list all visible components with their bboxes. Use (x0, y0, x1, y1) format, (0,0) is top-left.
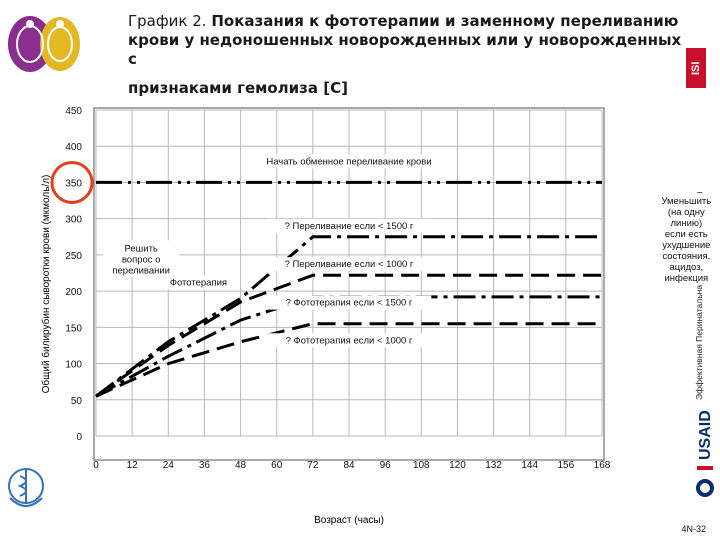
annotation-bg (651, 193, 720, 286)
x-tick-label: 156 (558, 460, 575, 471)
x-tick-label: 24 (163, 460, 175, 471)
x-tick-label: 36 (199, 460, 211, 471)
annotation-bg (249, 154, 449, 169)
x-tick-label: 108 (413, 460, 430, 471)
x-tick-label: 84 (343, 460, 355, 471)
title-prefix: График 2. (128, 12, 207, 30)
x-tick-label: 60 (271, 460, 283, 471)
usaid-logo: USAID (696, 410, 714, 497)
annotation-bg (162, 275, 235, 290)
y-tick-labels: 0 50 100 150 200 250 300 350 400 450 (65, 106, 82, 443)
annotation-label: Начать обменное переливание крови (266, 156, 431, 167)
y-tick-label: 250 (65, 251, 82, 262)
x-tick-label: 12 (127, 460, 139, 471)
annotation-label: (на одну (668, 207, 705, 218)
annotations: Начать обменное переливание крови ? Перел… (103, 154, 720, 348)
page-number: 4N-32 (681, 524, 706, 534)
series-line (95, 273, 602, 398)
x-tick-label: 72 (307, 460, 319, 471)
annotation-label: ? Фототерапия если < 1000 г (286, 335, 413, 346)
y-tick-label: 100 (65, 360, 82, 371)
annotation-label: ? Фототерапия если < 1500 г (286, 298, 413, 309)
x-tick-label: 48 (235, 460, 247, 471)
x-axis-label: Возраст (часы) (314, 515, 384, 526)
y-axis-label: Общий билирубин сыворотки крови (мкмоль/… (40, 175, 52, 394)
y-tick-label: 0 (76, 432, 82, 443)
title-line-3: признаками гемолиза [С] (128, 79, 348, 97)
x-tick-label: 120 (449, 460, 466, 471)
usaid-logo-text: USAID (697, 410, 714, 460)
annotation-label: ? Переливание если < 1000 г (285, 259, 414, 270)
annotation-bg (103, 240, 180, 278)
series-line (95, 322, 602, 398)
organization-logo (4, 4, 84, 76)
title-line-1: Показания к фототерапии и заменному пере… (211, 12, 679, 30)
annotation-bg (266, 333, 432, 348)
y-tick-label: 150 (65, 323, 82, 334)
annotation-label: линию) (670, 218, 702, 229)
annotation-label: инфекция (664, 273, 708, 284)
annotation-bg (266, 218, 432, 233)
annotation-label: вопрос о (122, 254, 161, 265)
y-tick-label: 50 (71, 396, 83, 407)
annotation-bg (266, 257, 432, 272)
highlight-circle (50, 160, 94, 204)
title-line-2: крови у недоношенных новорожденных или у… (128, 31, 682, 68)
y-tick-label: 450 (65, 106, 82, 117)
annotation-label: если есть (665, 229, 708, 240)
annotation-label: ? Переливание если < 1500 г (285, 221, 414, 232)
x-tick-labels: 0 12 24 36 48 60 72 84 96 108 120 132 144 156 168 (93, 460, 611, 471)
y-tick-label: 350 (65, 178, 82, 189)
y-tick-label: 300 (65, 215, 82, 226)
annotation-label: ацидоз, (669, 262, 703, 273)
annotation-bg (266, 295, 432, 310)
annotation-label: состояния, (662, 251, 710, 262)
annotation-label: Фототерапия (170, 277, 227, 288)
annotation-label: ухудшение (662, 240, 710, 251)
x-tick-label: 0 (93, 460, 99, 471)
y-tick-label: 400 (65, 142, 82, 153)
annotation-label: Уменьшить (661, 196, 711, 207)
y-tick-label: 200 (65, 287, 82, 298)
slide-title: График 2. Показания к фототерапии и заме… (128, 12, 688, 98)
x-tick-label: 168 (594, 460, 611, 471)
annotation-label: Решить (124, 243, 157, 254)
annotation-label: переливании (112, 265, 170, 276)
x-tick-label: 144 (521, 460, 538, 471)
who-logo (8, 468, 44, 507)
x-tick-label: 96 (380, 460, 392, 471)
x-tick-label: 132 (485, 460, 502, 471)
